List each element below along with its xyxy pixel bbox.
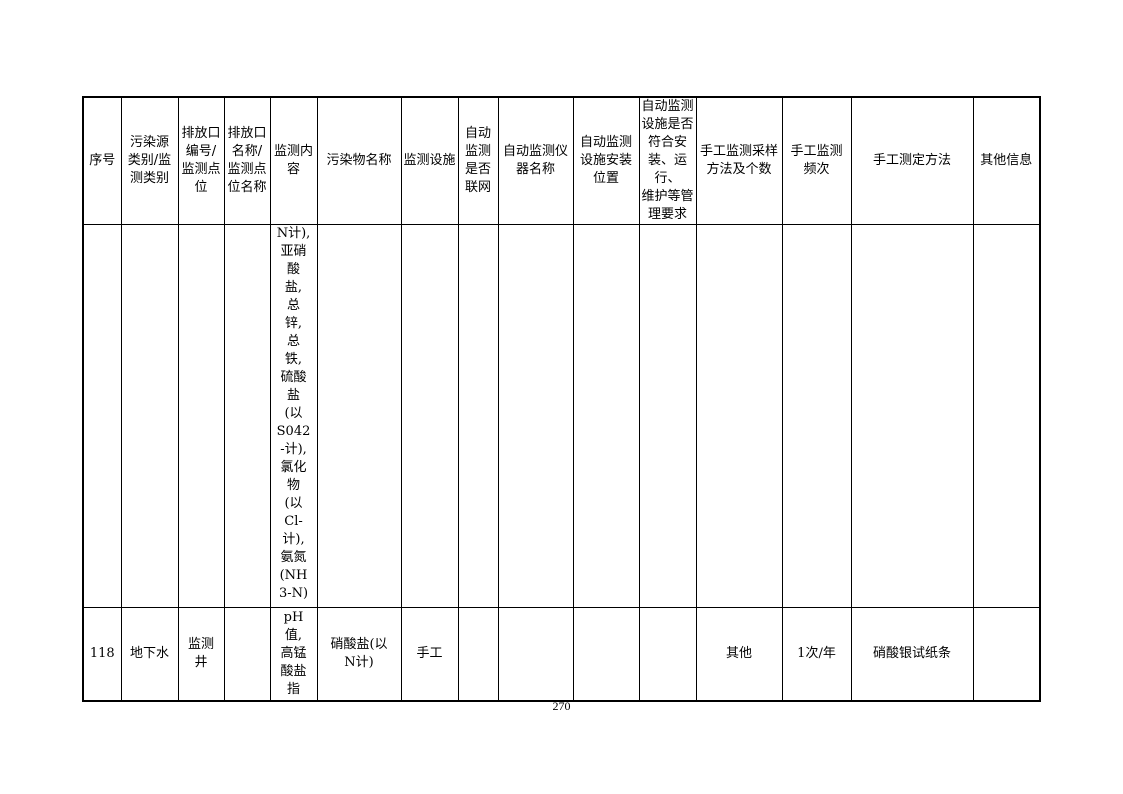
table-row: 118 地下水 监测 井 pH 值, 高锰 酸盐 指硝酸盐(以 N计) 手工 其他 1次/年… <box>82 607 1041 702</box>
column-header: 自动监测仪 器名称 <box>497 96 574 225</box>
column-header: 自动监测 设施安装 位置 <box>572 96 640 225</box>
table-cell: pH 值, 高锰 酸盐 指 <box>269 607 318 702</box>
table-cell: 监测 井 <box>177 607 225 702</box>
table-cell: 地下水 <box>120 607 179 702</box>
table-cell <box>695 224 783 608</box>
table-cell <box>457 607 499 702</box>
table-cell <box>497 224 574 608</box>
column-header: 手工监测 频次 <box>781 96 852 225</box>
monitoring-table: 序号 污染源 类别/监 测类别 排放口 编号/ 监测点 位排放口 名称/ 监测点 位… <box>82 96 1041 702</box>
column-header: 监测内 容 <box>269 96 318 225</box>
table-cell: 手工 <box>400 607 459 702</box>
table-cell <box>638 224 697 608</box>
column-header: 手工监测采样 方法及个数 <box>695 96 783 225</box>
table-cell <box>638 607 697 702</box>
table-cell: 其他 <box>695 607 783 702</box>
column-header: 排放口 名称/ 监测点 位名称 <box>223 96 271 225</box>
table-cell <box>316 224 402 608</box>
table-cell: N计), 亚硝 酸 盐, 总 锌, 总 铁, 硫酸 盐 (以 S042 -计),… <box>269 224 318 608</box>
column-header: 自动监测 设施是否 符合安 装、运行、 维护等管 理要求 <box>638 96 697 225</box>
header-row: 序号 污染源 类别/监 测类别 排放口 编号/ 监测点 位排放口 名称/ 监测点 位… <box>82 96 1041 225</box>
column-header: 序号 <box>82 96 122 225</box>
table-cell <box>457 224 499 608</box>
table-cell <box>223 607 271 702</box>
table-cell <box>82 224 122 608</box>
column-header: 自动 监测 是否 联网 <box>457 96 499 225</box>
table-cell <box>972 607 1041 702</box>
page-number: 270 <box>552 699 571 713</box>
column-header: 排放口 编号/ 监测点 位 <box>177 96 225 225</box>
table-cell: 硝酸盐(以 N计) <box>316 607 402 702</box>
table-cell <box>223 224 271 608</box>
column-header: 监测设施 <box>400 96 459 225</box>
table-cell <box>120 224 179 608</box>
table-cell: 118 <box>82 607 122 702</box>
table-cell: 1次/年 <box>781 607 852 702</box>
column-header: 污染物名称 <box>316 96 402 225</box>
table-cell <box>972 224 1041 608</box>
table-cell <box>400 224 459 608</box>
table-cell <box>177 224 225 608</box>
column-header: 其他信息 <box>972 96 1041 225</box>
table-cell: 硝酸银试纸条 <box>850 607 974 702</box>
table-cell <box>781 224 852 608</box>
column-header: 手工测定方法 <box>850 96 974 225</box>
table-row: N计), 亚硝 酸 盐, 总 锌, 总 铁, 硫酸 盐 (以 S042 -计),… <box>82 224 1041 608</box>
column-header: 污染源 类别/监 测类别 <box>120 96 179 225</box>
table-cell <box>850 224 974 608</box>
table-cell <box>497 607 574 702</box>
table-cell <box>572 607 640 702</box>
table-cell <box>572 224 640 608</box>
